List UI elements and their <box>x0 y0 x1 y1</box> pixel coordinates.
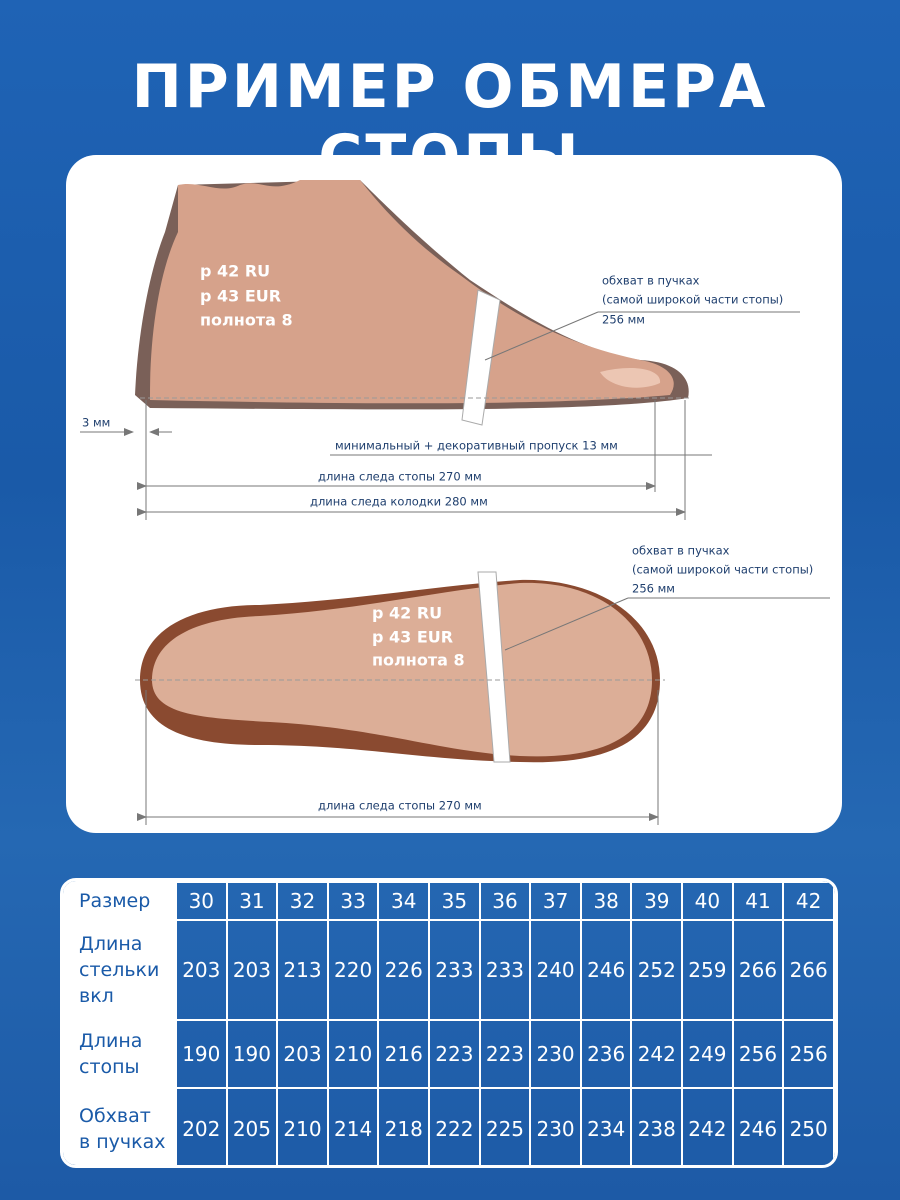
value-cell: 238 <box>630 1087 684 1165</box>
allowance-label: минимальный + декоративный пропуск 13 мм <box>335 439 618 453</box>
row-label-line: в пучках <box>79 1131 166 1153</box>
value-cell: 230 <box>529 1019 582 1089</box>
value-cell: 242 <box>630 1019 684 1089</box>
value-cell: 203 <box>276 1019 329 1089</box>
value-cell: 250 <box>782 1087 835 1165</box>
row-label-line: Обхват <box>79 1105 151 1127</box>
row-label-line: стельки <box>79 959 160 981</box>
size-cell: 39 <box>630 881 684 921</box>
row-label: Длина стопы <box>63 1019 177 1089</box>
value-cell: 233 <box>428 919 481 1021</box>
size-label: полнота 8 <box>200 311 293 330</box>
value-cell: 249 <box>681 1019 734 1089</box>
value-cell: 210 <box>276 1087 329 1165</box>
size-cell: 32 <box>276 881 329 921</box>
value-cell: 223 <box>428 1019 481 1089</box>
foot-side <box>150 180 674 404</box>
value-cell: 234 <box>579 1087 633 1165</box>
value-cell: 252 <box>630 919 684 1021</box>
girth-label: 256 мм <box>632 582 675 596</box>
size-cell: 34 <box>377 881 431 921</box>
girth-band <box>461 289 501 426</box>
value-cell: 210 <box>326 1019 380 1089</box>
value-cell: 214 <box>326 1087 380 1165</box>
last-length-label: длина следа колодки 280 мм <box>310 495 488 509</box>
size-cell: 33 <box>326 881 380 921</box>
size-label: полнота 8 <box>372 651 465 670</box>
row-label-line: стопы <box>79 1056 140 1078</box>
size-cell: 42 <box>782 881 835 921</box>
size-cell: 30 <box>175 881 228 921</box>
row-label-line: Длина <box>79 1030 143 1052</box>
value-cell: 216 <box>377 1019 431 1089</box>
size-cell: 41 <box>731 881 785 921</box>
girth-label: (самой широкой части стопы) <box>632 563 813 577</box>
pointer <box>504 597 629 651</box>
girth-label: обхват в пучках <box>632 544 730 558</box>
value-cell: 230 <box>529 1087 582 1165</box>
value-cell: 223 <box>478 1019 532 1089</box>
value-cell: 266 <box>731 919 785 1021</box>
value-cell: 246 <box>731 1087 785 1165</box>
value-cell: 233 <box>478 919 532 1021</box>
value-cell: 225 <box>478 1087 532 1165</box>
size-label: р 42 RU <box>200 262 270 281</box>
value-cell: 242 <box>681 1087 734 1165</box>
size-cell: 40 <box>681 881 734 921</box>
girth-label: 256 мм <box>602 313 645 327</box>
girth-band <box>477 571 511 763</box>
value-cell: 256 <box>731 1019 785 1089</box>
row-label: Обхват в пучках <box>63 1087 177 1165</box>
row-label-line: Длина <box>79 933 143 955</box>
value-cell: 236 <box>579 1019 633 1089</box>
value-cell: 222 <box>428 1087 481 1165</box>
size-cell: 35 <box>428 881 481 921</box>
diagram-card: р 42 RU р 43 EUR полнота 8 обхват в пучк… <box>66 155 842 833</box>
value-cell: 266 <box>782 919 835 1021</box>
row-label: Длина стельки вкл <box>63 919 177 1021</box>
size-table: Размер 30 31 32 33 34 35 36 37 38 39 40 41 42 Длина сте… <box>60 878 838 1168</box>
size-cell: 36 <box>478 881 532 921</box>
size-cell: 38 <box>579 881 633 921</box>
size-label: р 43 EUR <box>372 628 453 647</box>
girth-label: (самой широкой части стопы) <box>602 293 783 307</box>
girth-label: обхват в пучках <box>602 274 700 288</box>
toe <box>600 367 661 388</box>
value-cell: 259 <box>681 919 734 1021</box>
value-cell: 190 <box>175 1019 228 1089</box>
value-cell: 205 <box>225 1087 279 1165</box>
header-row: Размер 30 31 32 33 34 35 36 37 38 39 40 41 42 <box>63 881 835 921</box>
foot-length-label: длина следа стопы 270 мм <box>318 799 482 813</box>
value-cell: 220 <box>326 919 380 1021</box>
value-cell: 226 <box>377 919 431 1021</box>
size-cell: 31 <box>225 881 279 921</box>
row: Обхват в пучках 202 205 210 214 218 222 225 230 23… <box>63 1087 835 1165</box>
value-cell: 218 <box>377 1087 431 1165</box>
value-cell: 190 <box>225 1019 279 1089</box>
value-cell: 202 <box>175 1087 228 1165</box>
value-cell: 213 <box>276 919 329 1021</box>
row-label-line: вкл <box>79 985 114 1007</box>
foot-top <box>152 582 652 757</box>
value-cell: 256 <box>782 1019 835 1089</box>
header-label: Размер <box>63 881 177 921</box>
diagram: р 42 RU р 43 EUR полнота 8 обхват в пучк… <box>80 180 830 825</box>
size-cell: 37 <box>529 881 582 921</box>
row: Длина стопы 190 190 203 210 216 223 223 230 236 242… <box>63 1019 835 1089</box>
value-cell: 240 <box>529 919 582 1021</box>
gap-label: 3 мм <box>82 416 110 430</box>
pointer <box>484 311 599 361</box>
row: Длина стельки вкл 203 203 213 220 226 233 233 240 2… <box>63 919 835 1021</box>
size-label: р 43 EUR <box>200 287 281 306</box>
value-cell: 246 <box>579 919 633 1021</box>
size-label: р 42 RU <box>372 604 442 623</box>
value-cell: 203 <box>175 919 228 1021</box>
foot-length-label: длина следа стопы 270 мм <box>318 470 482 484</box>
value-cell: 203 <box>225 919 279 1021</box>
table: Размер 30 31 32 33 34 35 36 37 38 39 40 41 42 Длина сте… <box>63 881 835 1165</box>
